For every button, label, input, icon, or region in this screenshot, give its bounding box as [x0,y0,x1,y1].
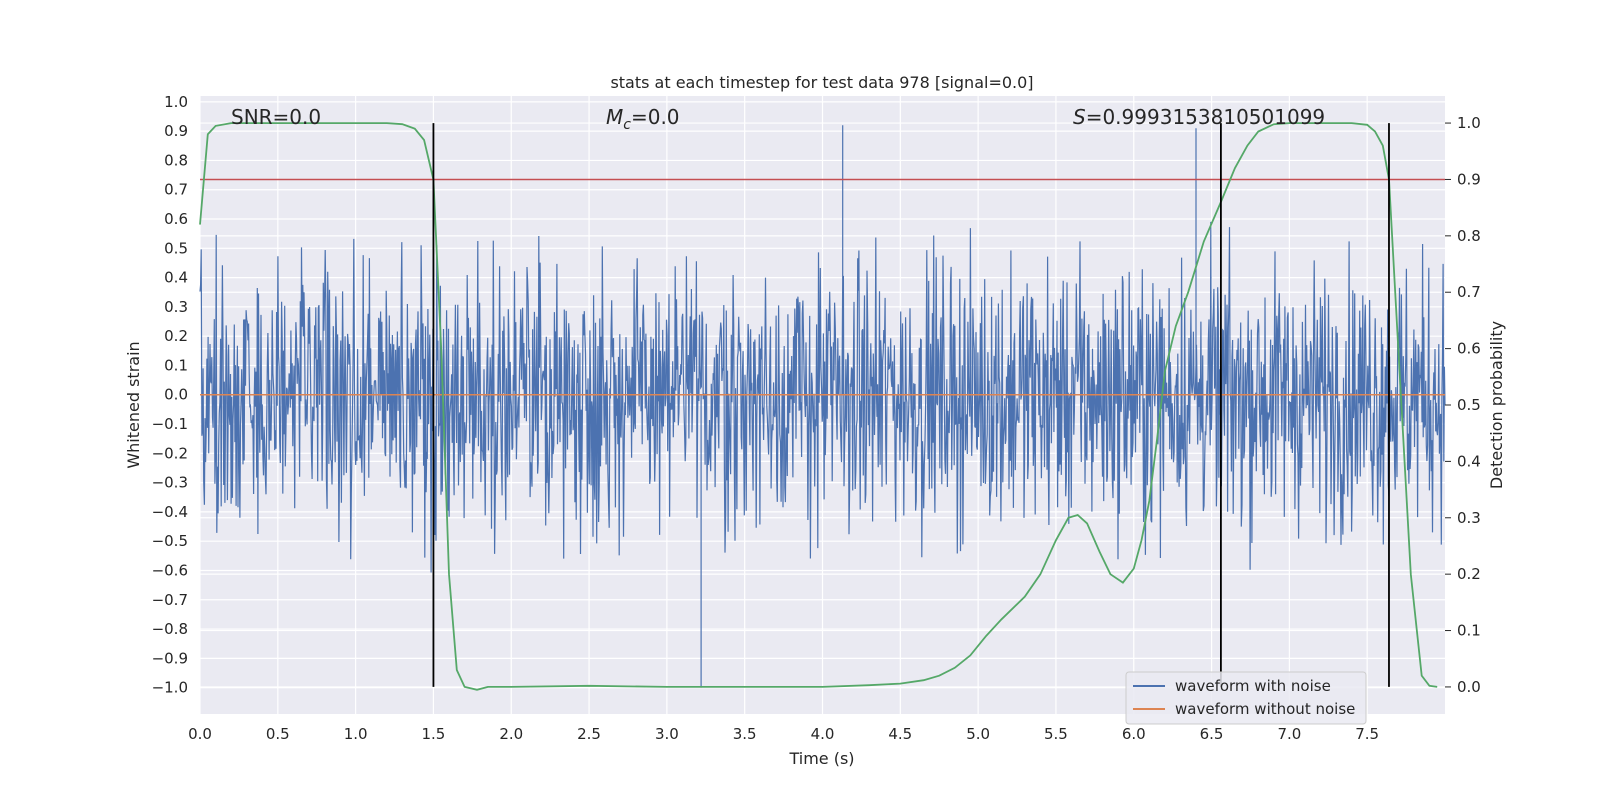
noise-trace [199,125,1446,688]
y-tick-label: −0.4 [152,503,188,521]
series-waveform-with-noise [199,125,1446,688]
y2-tick-label: 1.0 [1457,114,1481,132]
y2-tick-label: 0.8 [1457,227,1481,245]
x-tick-label: 7.5 [1355,725,1379,743]
y-tick-label: 0.3 [164,298,188,316]
x-axis-label: Time (s) [788,749,854,768]
snr-annotation: SNR=0.0 [231,105,321,129]
y2-tick-label: 0.6 [1457,340,1481,358]
y2-tick-label: 0.2 [1457,565,1481,583]
x-tick-label: 6.5 [1200,725,1224,743]
y-tick-label: −0.8 [152,620,188,638]
y-tick-label: −0.6 [152,561,188,579]
y2-tick-label: 0.7 [1457,283,1481,301]
y-tick-label: 0.1 [164,356,188,374]
y2-tick-label: 0.5 [1457,396,1481,414]
legend-label-clean: waveform without noise [1175,700,1355,718]
y-tick-label: −0.1 [152,415,188,433]
y2-tick-label: 0.9 [1457,170,1481,188]
y-tick-label: −0.3 [152,474,188,492]
vertical-markers [432,123,1390,687]
mc-symbol: M [606,105,623,129]
x-tick-label: 4.0 [811,725,835,743]
x-tick-label: 4.5 [888,725,912,743]
x-tick-label: 0.5 [266,725,290,743]
x-tick-label: 1.5 [422,725,446,743]
s-symbol: S [1073,105,1086,129]
x-tick-label: 2.5 [577,725,601,743]
s-value: =0.9993153810501099 [1086,105,1325,129]
y-tick-label: 0.7 [164,181,188,199]
y2-tick-label: 0.0 [1457,678,1481,696]
y-tick-label: 0.4 [164,269,188,287]
y-tick-label: 1.0 [164,93,188,111]
x-tick-label: 5.5 [1044,725,1068,743]
x-tick-label: 1.0 [344,725,368,743]
y2-tick-labels: 1.0 0.9 0.8 0.7 0.6 0.5 0.4 0.3 0.2 0.1 0.0 [1445,114,1481,696]
x-tick-label: 6.0 [1122,725,1146,743]
chart-title: stats at each timestep for test data 978… [610,73,1033,92]
y2-tick-label: 0.1 [1457,622,1481,640]
y-axis-label: Whitened strain [124,341,143,468]
legend: waveform with noise waveform without noi… [1125,671,1367,725]
x-tick-label: 3.0 [655,725,679,743]
y2-tick-label: 0.3 [1457,509,1481,527]
x-tick-label: 0.0 [188,725,212,743]
y2-axis-label: Detection probability [1487,321,1506,489]
y-tick-label: 0.6 [164,210,188,228]
x-tick-label: 2.0 [499,725,523,743]
mc-value: =0.0 [631,105,680,129]
y-tick-label: 0.9 [164,122,188,140]
y-tick-label: −1.0 [152,679,188,697]
x-tick-label: 5.0 [966,725,990,743]
x-tick-label: 7.0 [1277,725,1301,743]
y-tick-label: 0.5 [164,239,188,257]
y-tick-labels: 1.0 0.9 0.8 0.7 0.6 0.5 0.4 0.3 0.2 0.1 0.0 −0.1 −0.… [152,93,188,697]
y-tick-label: −0.5 [152,532,188,550]
y-tick-label: 0.2 [164,327,188,345]
series-detection-probability [199,122,1438,691]
y-tick-label: 0.8 [164,151,188,169]
y-tick-label: 0.0 [164,386,188,404]
y-tick-label: −0.2 [152,444,188,462]
y-tick-label: −0.7 [152,591,188,609]
legend-box [1125,671,1367,725]
x-tick-labels: 0.0 0.5 1.0 1.5 2.0 2.5 3.0 3.5 4.0 4.5 5.0 5.5 6.0 6… [188,725,1379,743]
mc-annotation: Mc=0.0 [606,105,680,133]
y-tick-label: −0.9 [152,649,188,667]
s-annotation: S=0.9993153810501099 [1073,105,1325,129]
mc-subscript: c [623,117,631,133]
x-tick-label: 3.5 [733,725,757,743]
legend-label-noise: waveform with noise [1175,677,1331,695]
y2-tick-label: 0.4 [1457,452,1481,470]
